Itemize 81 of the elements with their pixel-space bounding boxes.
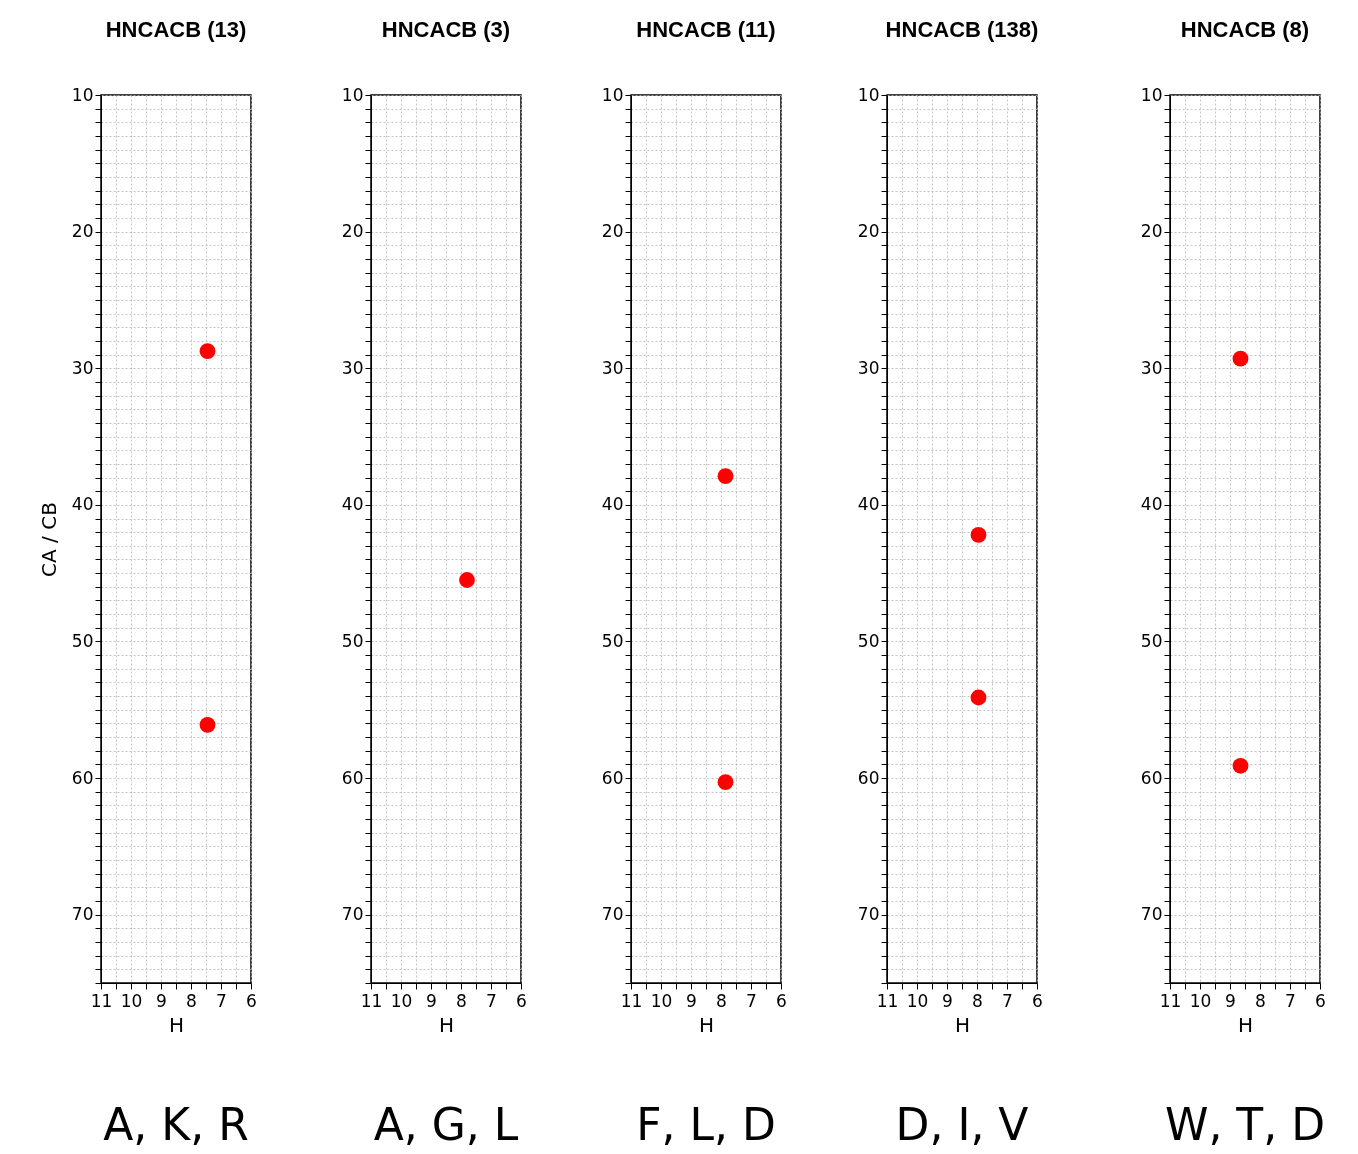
x-tick-label: 8: [716, 990, 727, 1011]
y-tick-label: 30: [341, 357, 364, 378]
y-tick-label: 50: [71, 630, 94, 651]
y-tick-label: 30: [601, 357, 624, 378]
x-tick-label: 6: [1315, 990, 1326, 1011]
x-tick-label: 11: [876, 990, 899, 1011]
x-axis-title: H: [954, 1012, 971, 1037]
x-tick-label: 7: [1002, 990, 1013, 1011]
text: A, G, L: [373, 1099, 519, 1150]
y-tick-label: 60: [601, 767, 624, 788]
y-tick-label: 30: [1140, 357, 1163, 378]
x-tick-label: 9: [686, 990, 697, 1011]
x-axis-title: H: [1237, 1012, 1254, 1037]
chart-title: HNCACB (13): [105, 17, 247, 42]
text: D, I, V: [895, 1099, 1029, 1150]
y-tick-label: 20: [341, 221, 364, 242]
y-tick-label: 50: [1140, 630, 1163, 651]
x-axis-title: H: [698, 1012, 715, 1037]
x-tick-label: 10: [120, 990, 143, 1011]
x-tick-label: 6: [776, 990, 787, 1011]
y-tick-label: 40: [341, 494, 364, 515]
y-tick-label: 70: [1140, 904, 1163, 925]
x-tick-label: 9: [426, 990, 437, 1011]
y-tick-label: 20: [1140, 221, 1163, 242]
x-tick-label: 6: [246, 990, 257, 1011]
y-tick-label: 10: [857, 84, 880, 105]
y-tick-label: 60: [857, 767, 880, 788]
y-tick-label: 10: [341, 84, 364, 105]
x-tick-label: 6: [516, 990, 527, 1011]
x-tick-label: 9: [942, 990, 953, 1011]
x-tick-label: 6: [1032, 990, 1043, 1011]
y-tick-label: 10: [1140, 84, 1163, 105]
x-tick-label: 7: [486, 990, 497, 1011]
x-tick-label: 7: [746, 990, 757, 1011]
text: W, T, D: [1164, 1099, 1326, 1150]
y-tick-label: 40: [1140, 494, 1163, 515]
y-tick-label: 70: [341, 904, 364, 925]
chart-title: HNCACB (138): [885, 17, 1039, 42]
y-tick-label: 30: [857, 357, 880, 378]
x-tick-label: 8: [456, 990, 467, 1011]
y-tick-label: 20: [601, 221, 624, 242]
text: A, K, R: [103, 1099, 249, 1150]
y-tick-label: 40: [601, 494, 624, 515]
y-tick-label: 60: [1140, 767, 1163, 788]
chart-title: HNCACB (3): [381, 17, 511, 42]
x-tick-label: 10: [1189, 990, 1212, 1011]
y-axis-title: CA / CB: [36, 502, 61, 577]
x-tick-label: 11: [90, 990, 113, 1011]
y-tick-label: 70: [857, 904, 880, 925]
y-tick-label: 30: [71, 357, 94, 378]
x-tick-label: 7: [216, 990, 227, 1011]
x-axis-title: H: [168, 1012, 185, 1037]
x-tick-label: 9: [1225, 990, 1236, 1011]
x-tick-label: 10: [390, 990, 413, 1011]
x-tick-label: 8: [1255, 990, 1266, 1011]
y-tick-label: 60: [341, 767, 364, 788]
y-tick-label: 50: [601, 630, 624, 651]
x-tick-label: 11: [620, 990, 643, 1011]
y-tick-label: 40: [71, 494, 94, 515]
y-tick-label: 10: [71, 84, 94, 105]
x-axis-title: H: [438, 1012, 455, 1037]
text: F, L, D: [636, 1099, 776, 1150]
y-tick-label: 50: [341, 630, 364, 651]
x-tick-label: 10: [650, 990, 673, 1011]
y-tick-label: 50: [857, 630, 880, 651]
y-tick-label: 20: [71, 221, 94, 242]
x-tick-label: 8: [186, 990, 197, 1011]
x-tick-label: 9: [156, 990, 167, 1011]
x-tick-label: 8: [972, 990, 983, 1011]
y-tick-label: 60: [71, 767, 94, 788]
y-tick-label: 70: [71, 904, 94, 925]
chart-title: HNCACB (11): [636, 17, 776, 42]
x-tick-label: 11: [1159, 990, 1182, 1011]
chart-title: HNCACB (8): [1180, 17, 1310, 42]
x-tick-label: 11: [360, 990, 383, 1011]
y-tick-label: 70: [601, 904, 624, 925]
y-tick-label: 40: [857, 494, 880, 515]
x-tick-label: 10: [906, 990, 929, 1011]
y-tick-label: 20: [857, 221, 880, 242]
y-tick-label: 10: [601, 84, 624, 105]
x-tick-label: 7: [1285, 990, 1296, 1011]
